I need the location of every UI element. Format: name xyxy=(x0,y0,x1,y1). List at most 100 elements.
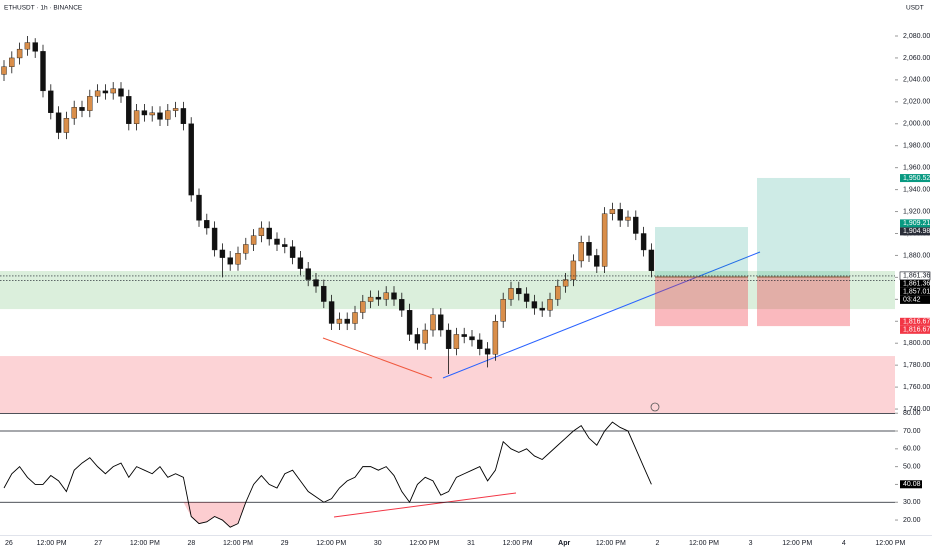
y-tick-label: 2,040.00 xyxy=(903,77,930,84)
price-badge xyxy=(900,227,930,236)
candle-body xyxy=(219,249,226,258)
countdown: 03:42 xyxy=(903,297,921,304)
candle-body xyxy=(1,66,7,75)
candle-body xyxy=(633,216,639,234)
candle-body xyxy=(578,242,584,262)
candle-body xyxy=(172,108,179,111)
candle-body xyxy=(243,244,249,254)
candle-body xyxy=(414,334,421,344)
zone xyxy=(0,356,895,413)
icon xyxy=(650,402,660,412)
rsi-line xyxy=(3,421,652,528)
candle-body xyxy=(555,285,561,300)
candle-body xyxy=(313,279,319,287)
candle-body xyxy=(383,292,389,300)
rsi-tick-label: 20.00 xyxy=(903,517,921,524)
candle-body xyxy=(648,249,655,271)
candle-body xyxy=(250,235,257,245)
candle-body xyxy=(48,90,54,113)
candle-body xyxy=(601,213,608,267)
profit-box xyxy=(757,177,850,278)
candle-body xyxy=(297,257,304,269)
price-badge xyxy=(900,174,930,183)
candle-body xyxy=(227,257,233,265)
y-tick-label: 1,780.00 xyxy=(903,362,930,369)
time-label: 12:00 PM xyxy=(316,540,346,547)
price-badge xyxy=(900,219,930,228)
candle-body xyxy=(367,296,374,302)
time-label: 12:00 PM xyxy=(875,540,905,547)
candle-body xyxy=(87,96,93,111)
candle-body xyxy=(63,118,70,133)
candle-body xyxy=(391,292,397,300)
time-label: 28 xyxy=(188,540,196,547)
price-badge-label: 1,861.36 xyxy=(903,281,930,288)
price-badge-label: 1,816.67 xyxy=(903,327,930,334)
candle-body xyxy=(360,301,366,313)
trend-line xyxy=(442,251,761,379)
candle-body xyxy=(133,110,140,124)
candle-body xyxy=(118,88,124,97)
price-badge-label: 1,909.21 xyxy=(903,220,930,227)
price-badge-label: 1,904.98 xyxy=(903,228,930,235)
time-label: Apr xyxy=(558,540,570,547)
candle-body xyxy=(40,51,46,92)
candle-body xyxy=(149,112,155,116)
candle-body xyxy=(492,321,499,355)
candle-body xyxy=(399,299,405,311)
candle-body xyxy=(204,220,210,229)
candle-body xyxy=(235,253,241,265)
candle-body xyxy=(500,299,506,322)
rsi-badge xyxy=(900,480,922,489)
time-label: 12:00 PM xyxy=(130,540,160,547)
y-tick-label: 1,980.00 xyxy=(903,143,930,150)
candle-body xyxy=(94,90,101,97)
rsi-trend-line xyxy=(333,492,517,518)
candle-body xyxy=(157,112,163,120)
candle-body xyxy=(328,301,335,324)
price-badge xyxy=(900,317,930,326)
price-badge xyxy=(900,279,930,288)
candle-body xyxy=(531,301,538,309)
candle-body xyxy=(9,57,15,67)
candle-body xyxy=(516,288,522,295)
candle-body xyxy=(562,279,569,287)
candle-body xyxy=(71,107,77,119)
time-label: 12:00 PM xyxy=(596,540,626,547)
candle-body xyxy=(55,112,62,133)
time-label: 31 xyxy=(467,540,475,547)
candle-body xyxy=(375,296,382,300)
candle-body xyxy=(461,334,467,337)
candle-body xyxy=(126,96,132,124)
time-label: 12:00 PM xyxy=(689,540,719,547)
candle-body xyxy=(594,255,600,267)
countdown-badge xyxy=(900,295,930,304)
candle-body xyxy=(344,318,350,324)
candle-body xyxy=(640,233,647,251)
candle-body xyxy=(625,216,631,221)
time-label: 26 xyxy=(5,540,13,547)
candle-body xyxy=(422,329,428,344)
candle-body xyxy=(79,107,85,111)
time-label: 12:00 PM xyxy=(37,540,67,547)
time-label: 12:00 PM xyxy=(409,540,439,547)
price-badge-label: 1,816.67 xyxy=(903,319,930,326)
y-tick-label: 1,960.00 xyxy=(903,165,930,172)
candle-body xyxy=(289,246,296,258)
y-tick-label: 1,920.00 xyxy=(903,208,930,215)
candle-body xyxy=(305,268,311,280)
candle-body xyxy=(539,307,545,311)
price-badge xyxy=(900,287,930,296)
price-badge-label: 1,861.36 xyxy=(903,273,930,280)
candle-body xyxy=(188,123,194,196)
candle-body xyxy=(266,227,272,240)
rsi-tick-label: 50.00 xyxy=(903,463,921,470)
time-label: 2 xyxy=(655,540,659,547)
time-label: 29 xyxy=(281,540,289,547)
candle-body xyxy=(352,312,358,324)
candle-body xyxy=(523,293,530,302)
candle-body xyxy=(180,108,187,124)
time-label: 4 xyxy=(842,540,846,547)
